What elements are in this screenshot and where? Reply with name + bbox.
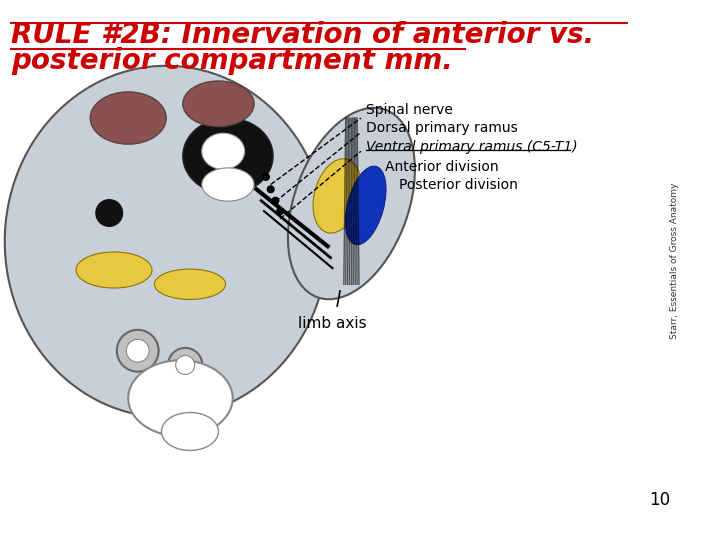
Circle shape bbox=[272, 197, 279, 204]
Ellipse shape bbox=[76, 252, 152, 288]
Text: Spinal nerve: Spinal nerve bbox=[366, 104, 453, 117]
Circle shape bbox=[176, 355, 194, 374]
Text: posterior compartment mm.: posterior compartment mm. bbox=[12, 47, 453, 75]
Circle shape bbox=[117, 330, 158, 372]
Ellipse shape bbox=[288, 108, 415, 299]
Text: Starr, Essentials of Gross Anatomy: Starr, Essentials of Gross Anatomy bbox=[670, 183, 679, 339]
Ellipse shape bbox=[161, 413, 218, 450]
Circle shape bbox=[96, 200, 122, 226]
Ellipse shape bbox=[183, 81, 254, 126]
Text: limb axis: limb axis bbox=[298, 315, 366, 330]
Text: RULE #2B: Innervation of anterior vs.: RULE #2B: Innervation of anterior vs. bbox=[12, 21, 595, 49]
Ellipse shape bbox=[154, 269, 225, 300]
Text: Dorsal primary ramus: Dorsal primary ramus bbox=[366, 120, 518, 134]
Text: Ventral primary ramus (C5-T1): Ventral primary ramus (C5-T1) bbox=[366, 139, 577, 153]
Circle shape bbox=[267, 186, 274, 193]
Ellipse shape bbox=[313, 159, 361, 233]
Circle shape bbox=[168, 348, 202, 382]
Ellipse shape bbox=[346, 166, 386, 245]
Text: Posterior division: Posterior division bbox=[399, 178, 518, 192]
Circle shape bbox=[277, 208, 284, 214]
Circle shape bbox=[126, 339, 149, 362]
Ellipse shape bbox=[90, 92, 166, 144]
Ellipse shape bbox=[202, 168, 254, 201]
Ellipse shape bbox=[183, 118, 273, 194]
Ellipse shape bbox=[202, 133, 245, 170]
Text: 10: 10 bbox=[649, 491, 670, 509]
Text: Anterior division: Anterior division bbox=[384, 160, 498, 174]
Ellipse shape bbox=[128, 360, 233, 436]
Ellipse shape bbox=[5, 66, 328, 417]
Circle shape bbox=[263, 173, 269, 180]
